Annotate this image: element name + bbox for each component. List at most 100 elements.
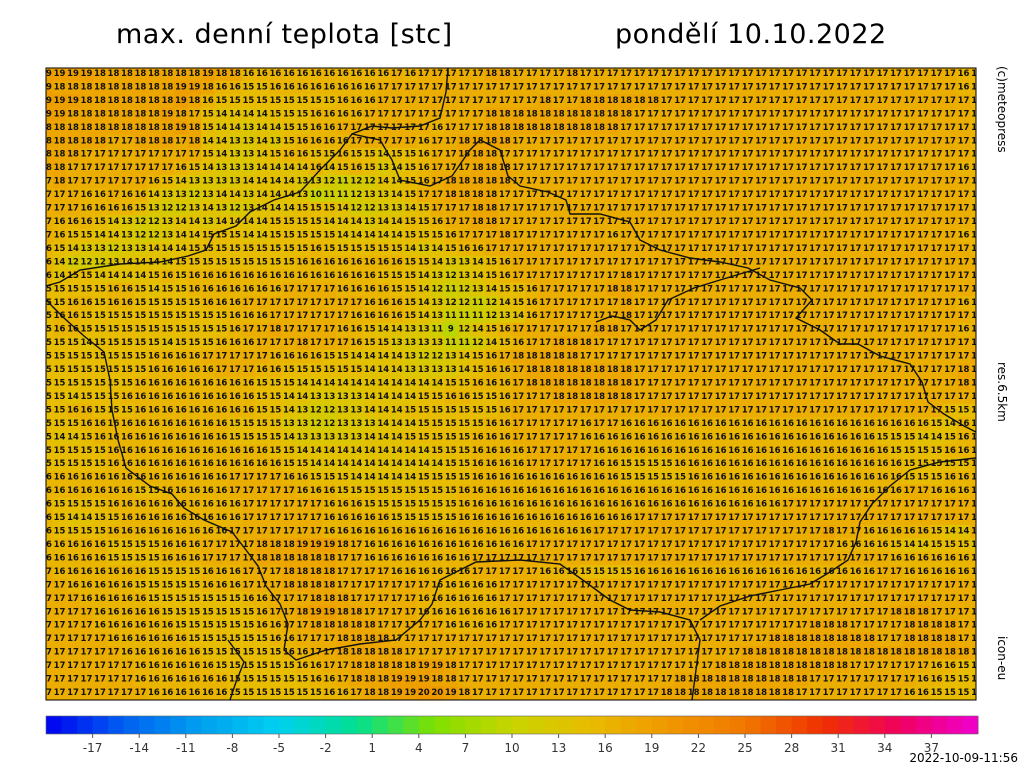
temperature-value: 17 <box>539 136 551 146</box>
temperature-value: 17 <box>877 338 889 348</box>
temperature-value: 15 <box>81 365 93 375</box>
temperature-value: 17 <box>742 311 754 321</box>
temperature-value: 17 <box>863 109 875 119</box>
temperature-cell <box>93 94 108 109</box>
temperature-value: 17 <box>512 163 524 173</box>
temperature-value: 17 <box>823 136 835 146</box>
temperature-value: 18 <box>566 379 578 389</box>
temperature-value: 17 <box>742 136 754 146</box>
temperature-value: 15 <box>81 284 93 294</box>
temperature-value: 17 <box>512 190 524 200</box>
temperature-value: 17 <box>135 163 147 173</box>
temperature-value: 17 <box>647 365 659 375</box>
temperature-value: 17 <box>742 163 754 173</box>
temperature-value: 16 <box>391 257 403 267</box>
temperature-value: 17 <box>742 204 754 214</box>
temperature-value: 17 <box>715 325 727 335</box>
temperature-value: 17 <box>823 298 835 308</box>
temperature-cell <box>46 94 54 109</box>
temperature-value: 11 <box>472 311 484 321</box>
temperature-value: 17 <box>890 338 902 348</box>
temperature-value: 17 <box>688 190 700 200</box>
temperature-value: 17 <box>674 109 686 119</box>
temperature-value: 17 <box>836 217 848 227</box>
temperature-value: 17 <box>229 365 241 375</box>
temperature-value: 15 <box>283 136 295 146</box>
temperature-value: 16 <box>418 163 430 173</box>
temperature-value: 19 <box>54 69 66 79</box>
temperature-value: 18 <box>162 136 174 146</box>
temperature-value: 17 <box>701 109 713 119</box>
temperature-value: 15 <box>162 298 174 308</box>
temperature-value: 17 <box>728 163 740 173</box>
temperature-value: 17 <box>620 230 632 240</box>
temperature-value: 17 <box>431 82 443 92</box>
temperature-value: 16 <box>350 257 362 267</box>
temperature-value: 14 <box>175 230 187 240</box>
temperature-value: 16 <box>310 271 322 281</box>
temperature-value: 18 <box>566 109 578 119</box>
temperature-value: 14 <box>283 177 295 187</box>
temperature-value: 17 <box>931 150 943 160</box>
temperature-value: 16 <box>256 365 268 375</box>
temperature-value: 17 <box>688 217 700 227</box>
temperature-value: 17 <box>404 82 416 92</box>
temperature-value: 15 <box>135 284 147 294</box>
temperature-value: 15 <box>67 379 79 389</box>
temperature-value: 17 <box>539 82 551 92</box>
temperature-value: 16 <box>94 190 106 200</box>
temperature-value: 15 <box>283 230 295 240</box>
temperature-cell <box>255 94 270 109</box>
temperature-value: 13 <box>445 352 457 362</box>
temperature-value: 13 <box>94 244 106 254</box>
temperature-value: 17 <box>688 271 700 281</box>
temperature-value: 15 <box>242 82 254 92</box>
temperature-value: 16 <box>323 257 335 267</box>
temperature-cell <box>282 80 297 95</box>
temperature-value: 15 <box>283 365 295 375</box>
temperature-value: 18 <box>94 69 106 79</box>
temperature-value: 18 <box>94 136 106 146</box>
temperature-value: 17 <box>499 190 511 200</box>
temperature-value: 19 <box>67 96 79 106</box>
temperature-value: 17 <box>944 365 956 375</box>
temperature-cell <box>605 80 620 95</box>
temperature-value: 15 <box>323 230 335 240</box>
temperature-value: 17 <box>634 163 646 173</box>
temperature-value: 17 <box>796 204 808 214</box>
temperature-cell <box>46 80 54 95</box>
temperature-value: 17 <box>715 338 727 348</box>
temperature-value: 12 <box>81 257 93 267</box>
temperature-value: 17 <box>593 136 605 146</box>
temperature-value: 15 <box>202 109 214 119</box>
temperature-value: 17 <box>809 150 821 160</box>
temperature-value: 17 <box>688 352 700 362</box>
temperature-value: 16 <box>472 244 484 254</box>
temperature-cell <box>133 94 148 109</box>
temperature-value: 14 <box>485 338 497 348</box>
temperature-value: 17 <box>701 379 713 389</box>
temperature-value: 14 <box>296 392 308 402</box>
temperature-value: 17 <box>823 217 835 227</box>
temperature-value: 17 <box>701 204 713 214</box>
temperature-value: 17 <box>580 257 592 267</box>
temperature-value: 17 <box>836 150 848 160</box>
temperature-cell <box>228 80 243 95</box>
temperature-value: 15 <box>283 123 295 133</box>
temperature-value: 17 <box>620 190 632 200</box>
temperature-value: 18 <box>445 190 457 200</box>
temperature-value: 18 <box>539 123 551 133</box>
temperature-value: 15 <box>364 244 376 254</box>
temperature-value: 17 <box>971 271 983 281</box>
temperature-value: 18 <box>81 82 93 92</box>
temperature-value: 17 <box>634 379 646 389</box>
temperature-value: 17 <box>715 190 727 200</box>
temperature-value: 16 <box>499 271 511 281</box>
temperature-value: 17 <box>701 365 713 375</box>
temperature-value: 13 <box>445 257 457 267</box>
temperature-value: 16 <box>431 123 443 133</box>
temperature-value: 17 <box>620 338 632 348</box>
temperature-value: 14 <box>108 217 120 227</box>
temperature-cell <box>147 68 162 82</box>
temperature-value: 18 <box>81 109 93 119</box>
